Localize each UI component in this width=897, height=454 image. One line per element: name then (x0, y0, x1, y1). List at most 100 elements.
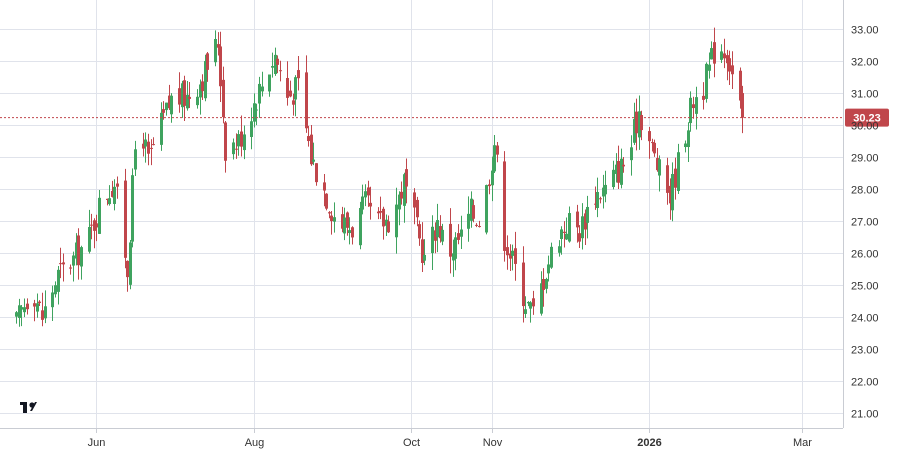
candle-body (620, 158, 623, 185)
y-tick-label: 31.00 (851, 89, 879, 101)
candle-body (341, 214, 344, 229)
candle-body (470, 198, 473, 221)
candle-body (452, 253, 455, 261)
candle-body (630, 147, 633, 161)
candle-body (723, 53, 726, 59)
tradingview-logo (20, 402, 37, 413)
candle-body (720, 51, 723, 60)
candle-body (181, 83, 184, 108)
candle-body (93, 220, 96, 231)
candle-body (457, 233, 460, 240)
candle-body (377, 211, 380, 214)
candle-body (222, 79, 225, 118)
candle-body (214, 38, 217, 63)
candle-body (268, 74, 271, 92)
candle-body (731, 65, 734, 75)
candle-body (503, 161, 506, 251)
y-tick-label: 26.00 (851, 249, 879, 261)
candle-body (18, 305, 21, 318)
candle-body (615, 164, 618, 174)
candle-body (186, 94, 189, 109)
candle-body (330, 215, 333, 222)
candle-body (565, 233, 568, 240)
y-tick-label: 25.00 (851, 281, 879, 293)
candle-body (532, 298, 535, 307)
candle-body (491, 170, 494, 186)
candle-body (271, 66, 274, 68)
candle-body (41, 310, 44, 320)
candle-body (72, 255, 75, 266)
candle-body (454, 237, 457, 259)
candle-body (550, 246, 553, 268)
candle-body (292, 100, 295, 105)
candle-body (150, 147, 153, 149)
last-price-label: 30.23 (853, 113, 881, 125)
candle-body (449, 223, 452, 257)
candle-body (144, 139, 147, 147)
candle-body (633, 119, 636, 143)
candle-body (274, 54, 277, 75)
candle-body (351, 227, 354, 238)
candle-body (261, 86, 264, 92)
candle-body (522, 262, 525, 307)
candle-body (258, 83, 261, 104)
candle-body (658, 159, 661, 176)
candle-body (741, 93, 744, 118)
candle-body (692, 104, 695, 109)
candle-body (436, 220, 439, 238)
candle-body (305, 72, 308, 129)
candle-body (638, 111, 641, 138)
candle-body (568, 213, 571, 242)
last-price-badge (845, 108, 889, 127)
candle-body (54, 285, 57, 295)
candle-body (713, 42, 716, 64)
candle-body (689, 97, 692, 124)
candle-body (106, 198, 109, 200)
candle-body (183, 80, 186, 106)
candle-body (80, 247, 83, 267)
candle-body (656, 158, 659, 171)
candle-body (602, 187, 605, 197)
candle-body (20, 307, 23, 310)
candle-body (204, 61, 207, 99)
candle-body (279, 70, 282, 72)
candle-body (348, 230, 351, 234)
candle-body (369, 202, 372, 207)
candle-body (170, 95, 173, 115)
candle-body (323, 182, 326, 191)
candle-body (199, 84, 202, 98)
candle-body (423, 254, 426, 261)
candle-body (702, 95, 705, 100)
candle-body (240, 131, 243, 147)
x-tick-label: Nov (483, 437, 503, 449)
candle-body (95, 223, 98, 228)
candle-body (640, 115, 643, 131)
candle-body (710, 48, 713, 60)
candle-body (188, 96, 191, 99)
candle-body (26, 303, 29, 310)
candle-body (421, 239, 424, 263)
candle-body (395, 204, 398, 238)
candle-body (485, 185, 488, 233)
candle-body (511, 250, 514, 256)
candle-body (687, 130, 690, 148)
candle-body (367, 187, 370, 196)
candle-body (405, 169, 408, 187)
candle-body (496, 145, 499, 155)
candle-body (160, 112, 163, 145)
candle-body (62, 262, 65, 265)
candle-body (488, 184, 491, 187)
candle-body (527, 301, 530, 304)
candle-body (653, 142, 656, 154)
y-tick-label: 33.00 (851, 25, 879, 37)
candle-body (387, 221, 390, 233)
x-tick-label: Jun (88, 437, 106, 449)
y-tick-label: 23.00 (851, 345, 879, 357)
candle-body (276, 58, 279, 65)
candle-body (467, 213, 470, 229)
candle-body (669, 185, 672, 204)
candle-body (403, 174, 406, 206)
candle-body (674, 168, 677, 188)
candle-body (578, 233, 581, 242)
